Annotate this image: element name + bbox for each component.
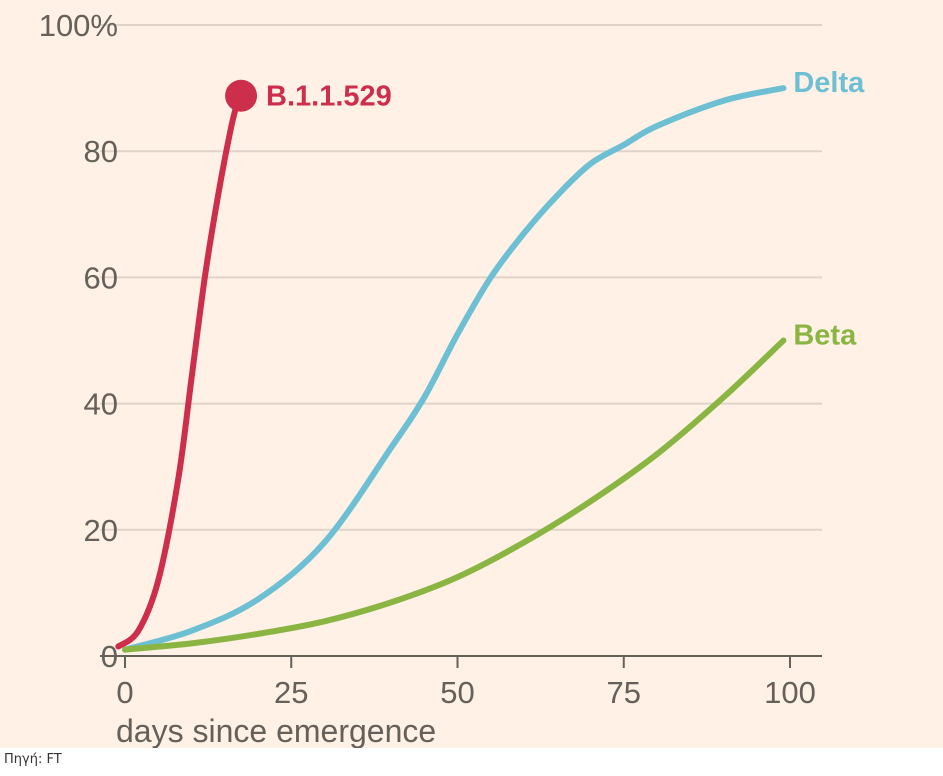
x-axis-title: days since emergence	[116, 713, 436, 748]
gridlines	[100, 24, 822, 531]
series-label-b-1-1-529: B.1.1.529	[266, 81, 392, 113]
x-tick-label: 50	[440, 675, 474, 710]
x-tick-label: 0	[116, 675, 133, 710]
series-label-delta: Delta	[793, 67, 865, 99]
series-line-delta	[122, 85, 787, 653]
series-line-b-1-1-529	[115, 97, 242, 650]
series-line-beta	[122, 337, 787, 653]
series	[115, 79, 787, 653]
source-caption: Πηγή: FT	[4, 752, 62, 767]
x-tick-label: 100	[764, 675, 816, 710]
series-label-beta: Beta	[793, 320, 857, 352]
series-end-marker-b-1-1-529	[225, 79, 258, 112]
chart-figure: 0 20 40 60 80 100% 0 25 50 75 100 days since emerge…	[0, 0, 943, 748]
y-tick-label: 40	[84, 387, 118, 422]
y-tick-label: 80	[84, 134, 118, 169]
y-tick-label: 60	[84, 260, 118, 295]
y-tick-label: 20	[84, 513, 118, 548]
x-tick-label: 75	[607, 675, 641, 710]
y-tick-label: 100%	[39, 8, 118, 43]
x-tick-label: 25	[274, 675, 308, 710]
labels: B.1.1.529 Delta Beta	[266, 67, 865, 351]
